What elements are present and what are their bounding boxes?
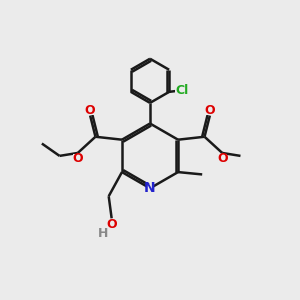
Text: O: O <box>205 104 215 117</box>
Text: O: O <box>85 104 95 117</box>
FancyBboxPatch shape <box>175 86 189 95</box>
Text: Cl: Cl <box>176 84 189 97</box>
Text: O: O <box>218 152 228 165</box>
FancyBboxPatch shape <box>206 106 214 115</box>
Text: H: H <box>98 227 109 240</box>
FancyBboxPatch shape <box>146 184 154 193</box>
Text: N: N <box>144 181 156 195</box>
FancyBboxPatch shape <box>86 106 94 115</box>
Text: O: O <box>72 152 83 165</box>
FancyBboxPatch shape <box>219 154 226 163</box>
Text: O: O <box>106 218 117 231</box>
FancyBboxPatch shape <box>74 154 81 163</box>
